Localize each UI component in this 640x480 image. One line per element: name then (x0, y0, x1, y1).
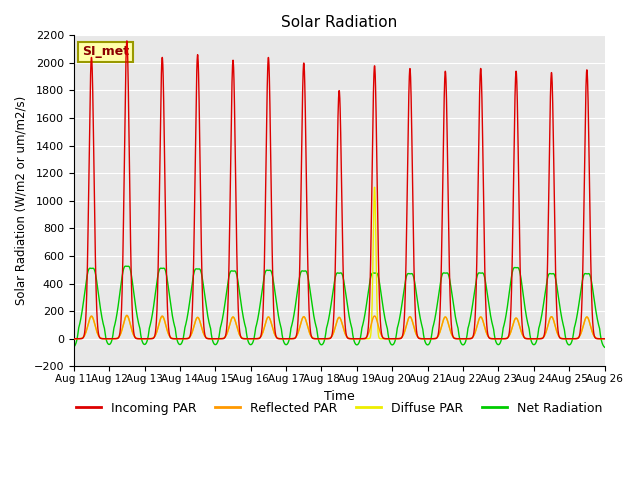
X-axis label: Time: Time (324, 389, 355, 403)
Text: SI_met: SI_met (82, 45, 129, 58)
Y-axis label: Solar Radiation (W/m2 or um/m2/s): Solar Radiation (W/m2 or um/m2/s) (15, 96, 28, 305)
Legend: Incoming PAR, Reflected PAR, Diffuse PAR, Net Radiation: Incoming PAR, Reflected PAR, Diffuse PAR… (71, 396, 607, 420)
Title: Solar Radiation: Solar Radiation (281, 15, 397, 30)
